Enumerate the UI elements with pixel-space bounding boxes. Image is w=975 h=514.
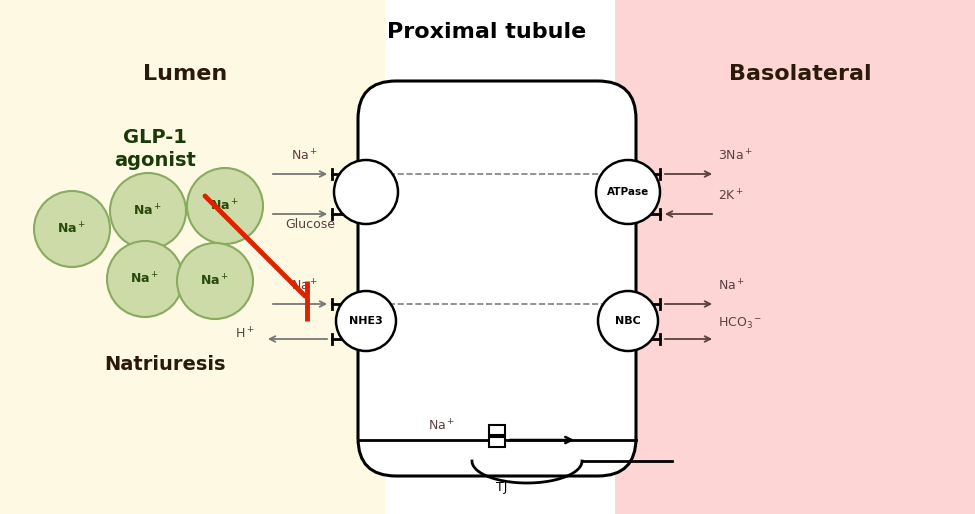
- Bar: [615, 0, 975, 514]
- Text: ATPase: ATPase: [606, 187, 649, 197]
- Bar: [489, 425, 505, 435]
- Text: TJ: TJ: [496, 481, 508, 494]
- Text: Lumen: Lumen: [143, 64, 227, 84]
- Circle shape: [596, 160, 660, 224]
- Circle shape: [177, 243, 253, 319]
- Text: NBC: NBC: [615, 316, 641, 326]
- Text: H$^+$: H$^+$: [235, 326, 255, 342]
- Bar: [0, 0, 385, 514]
- Text: Na$^+$: Na$^+$: [211, 198, 240, 214]
- Text: Na$^+$: Na$^+$: [201, 273, 229, 289]
- Circle shape: [187, 168, 263, 244]
- Bar: [489, 437, 505, 447]
- Text: Natriuresis: Natriuresis: [104, 355, 226, 374]
- Text: Basolateral: Basolateral: [728, 64, 872, 84]
- Text: GLP-1
agonist: GLP-1 agonist: [114, 128, 196, 170]
- Circle shape: [336, 291, 396, 351]
- Circle shape: [34, 191, 110, 267]
- Text: HCO$_3$$^-$: HCO$_3$$^-$: [718, 316, 762, 331]
- Text: Na$^+$: Na$^+$: [428, 419, 455, 434]
- Text: Na$^+$: Na$^+$: [718, 279, 745, 294]
- Text: Glucose: Glucose: [285, 218, 335, 231]
- Text: Na$^+$: Na$^+$: [292, 279, 319, 294]
- FancyBboxPatch shape: [358, 81, 636, 476]
- Circle shape: [334, 160, 398, 224]
- Text: Na$^+$: Na$^+$: [292, 149, 319, 164]
- Circle shape: [110, 173, 186, 249]
- Text: 3Na$^+$: 3Na$^+$: [718, 149, 753, 164]
- Text: NHE3: NHE3: [349, 316, 383, 326]
- Circle shape: [107, 241, 183, 317]
- Text: 2K$^+$: 2K$^+$: [718, 189, 744, 204]
- Text: Na$^+$: Na$^+$: [134, 204, 163, 218]
- Text: Na$^+$: Na$^+$: [58, 222, 87, 236]
- Text: Proximal tubule: Proximal tubule: [387, 22, 587, 42]
- Circle shape: [598, 291, 658, 351]
- Text: Na$^+$: Na$^+$: [131, 271, 160, 287]
